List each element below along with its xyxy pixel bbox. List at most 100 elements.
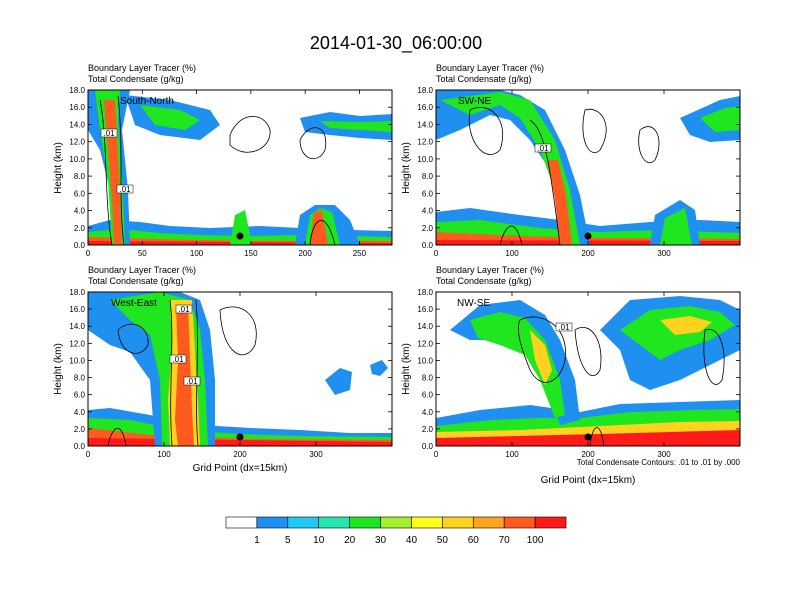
y-tick-label: 12.0 bbox=[417, 138, 433, 147]
y-tick-label: 16.0 bbox=[69, 305, 85, 314]
panel-title-line1: Boundary Layer Tracer (%) bbox=[436, 63, 544, 73]
x-tick-label: 250 bbox=[353, 249, 367, 258]
y-tick-label: 6.0 bbox=[74, 391, 86, 400]
panel-south-north: Boundary Layer Tracer (%) Total Condensa… bbox=[53, 63, 393, 258]
y-tick-label: 18.0 bbox=[69, 288, 85, 297]
contour-label-group: .01 bbox=[534, 143, 552, 153]
cross-section-label: SW-NE bbox=[458, 96, 491, 107]
cross-section-label: West-East bbox=[111, 298, 157, 309]
y-tick-label: 6.0 bbox=[422, 189, 434, 198]
cross-section-label: South-North bbox=[120, 96, 174, 107]
x-tick-label: 200 bbox=[298, 249, 312, 258]
y-tick-label: 2.0 bbox=[422, 425, 434, 434]
colorbar-tick-label: 50 bbox=[437, 535, 449, 546]
location-marker bbox=[584, 433, 592, 441]
x-tick-label: 0 bbox=[434, 450, 439, 459]
x-tick-label: 50 bbox=[138, 249, 147, 258]
y-tick-label: 8.0 bbox=[74, 374, 86, 383]
y-tick-label: 0.0 bbox=[74, 442, 86, 451]
y-tick-label: 16.0 bbox=[69, 103, 85, 112]
x-tick-label: 0 bbox=[86, 450, 91, 459]
y-tick-label: 2.0 bbox=[422, 224, 434, 233]
condensate-contours bbox=[107, 299, 257, 447]
panel-title-line2: Total Condensate (g/kg) bbox=[88, 74, 184, 84]
colorbar-swatch bbox=[411, 516, 443, 529]
colorbar-swatch bbox=[225, 516, 258, 529]
x-tick-label: 300 bbox=[657, 249, 671, 258]
y-tick-label: 4.0 bbox=[74, 408, 86, 417]
panel-title-line1: Boundary Layer Tracer (%) bbox=[88, 265, 196, 275]
location-marker bbox=[584, 232, 592, 240]
y-tick-label: 14.0 bbox=[417, 120, 433, 129]
y-axis-label: Height (km) bbox=[401, 142, 412, 194]
location-marker bbox=[236, 232, 244, 240]
y-tick-label: 0.0 bbox=[422, 442, 434, 451]
y-tick-label: 10.0 bbox=[69, 155, 85, 164]
contour-label-group: .01 .01 bbox=[100, 128, 134, 194]
y-tick-label: 2.0 bbox=[74, 224, 86, 233]
contour-label-group: .01 bbox=[555, 322, 573, 332]
panel-title-line1: Boundary Layer Tracer (%) bbox=[88, 63, 196, 73]
panel-west-east: Boundary Layer Tracer (%) Total Condensa… bbox=[53, 265, 393, 474]
y-tick-label: 16.0 bbox=[417, 305, 433, 314]
x-axis-ticks: 0 100 200 300 bbox=[86, 292, 323, 459]
contour-label: .01 bbox=[186, 377, 198, 386]
y-tick-label: 14.0 bbox=[417, 322, 433, 331]
y-axis-ticks: 0.0 2.0 4.0 6.0 8.0 10.0 12.0 14.0 16.0 18.0 bbox=[69, 86, 392, 250]
x-axis-label: Grid Point (dx=15km) bbox=[541, 475, 636, 486]
y-tick-label: 6.0 bbox=[74, 189, 86, 198]
colorbar-swatch bbox=[503, 516, 536, 529]
y-axis-ticks: 0.0 2.0 4.0 6.0 8.0 10.0 12.0 14.0 16.0 18.0 bbox=[69, 288, 392, 451]
contour-label: .01 bbox=[119, 185, 131, 194]
location-marker bbox=[236, 433, 244, 441]
y-tick-label: 8.0 bbox=[422, 374, 434, 383]
panel-sw-ne: Boundary Layer Tracer (%) Total Condensa… bbox=[401, 63, 741, 258]
y-tick-label: 14.0 bbox=[69, 120, 85, 129]
x-tick-label: 0 bbox=[86, 249, 91, 258]
x-tick-label: 0 bbox=[434, 249, 439, 258]
y-tick-label: 4.0 bbox=[74, 207, 86, 216]
colorbar-tick-label: 30 bbox=[375, 535, 387, 546]
y-axis-ticks: 0.0 2.0 4.0 6.0 8.0 10.0 12.0 14.0 16.0 18.0 bbox=[417, 288, 740, 451]
x-tick-label: 100 bbox=[505, 249, 519, 258]
y-axis-ticks: 0.0 2.0 4.0 6.0 8.0 10.0 12.0 14.0 16.0 18.0 bbox=[417, 86, 740, 250]
condensate-contours bbox=[517, 316, 725, 447]
colorbar-swatch bbox=[287, 516, 320, 529]
x-tick-label: 200 bbox=[581, 450, 595, 459]
y-tick-label: 4.0 bbox=[422, 207, 434, 216]
colorbar-tick-label: 70 bbox=[499, 535, 511, 546]
colorbar-tick-label: 10 bbox=[313, 535, 325, 546]
y-tick-label: 18.0 bbox=[417, 288, 433, 297]
y-tick-label: 0.0 bbox=[74, 241, 86, 250]
colorbar-tick-label: 20 bbox=[344, 535, 356, 546]
x-axis-ticks: 0 50 100 150 200 250 bbox=[86, 90, 367, 258]
y-tick-label: 10.0 bbox=[417, 356, 433, 365]
colorbar-tick-label: 1 bbox=[254, 535, 260, 546]
colorbar-swatch bbox=[318, 516, 350, 529]
y-tick-label: 16.0 bbox=[417, 103, 433, 112]
x-tick-label: 100 bbox=[190, 249, 204, 258]
colorbar-swatch bbox=[349, 516, 381, 529]
colorbar-swatch bbox=[442, 516, 474, 529]
figure-title: 2014-01-30_06:00:00 bbox=[310, 33, 482, 54]
y-tick-label: 2.0 bbox=[74, 425, 86, 434]
x-tick-label: 200 bbox=[581, 249, 595, 258]
contour-label: .01 bbox=[558, 323, 570, 332]
colorbar-swatch bbox=[534, 516, 567, 529]
y-tick-label: 0.0 bbox=[422, 241, 434, 250]
y-tick-label: 12.0 bbox=[417, 339, 433, 348]
x-tick-label: 300 bbox=[309, 450, 323, 459]
contour-label: .01 bbox=[103, 129, 115, 138]
y-tick-label: 12.0 bbox=[69, 339, 85, 348]
y-tick-label: 10.0 bbox=[417, 155, 433, 164]
plot-frame bbox=[87, 89, 393, 246]
colorbar-swatch bbox=[256, 516, 289, 529]
colorbar-swatch bbox=[380, 516, 412, 529]
cross-section-label: NW-SE bbox=[457, 298, 490, 309]
panel-title-line2: Total Condensate (g/kg) bbox=[436, 74, 532, 84]
y-tick-label: 18.0 bbox=[417, 86, 433, 95]
colorbar: 1 5 10 20 30 40 50 60 70 100 bbox=[225, 516, 567, 546]
panel-title-line1: Boundary Layer Tracer (%) bbox=[436, 265, 544, 275]
y-tick-label: 8.0 bbox=[422, 172, 434, 181]
